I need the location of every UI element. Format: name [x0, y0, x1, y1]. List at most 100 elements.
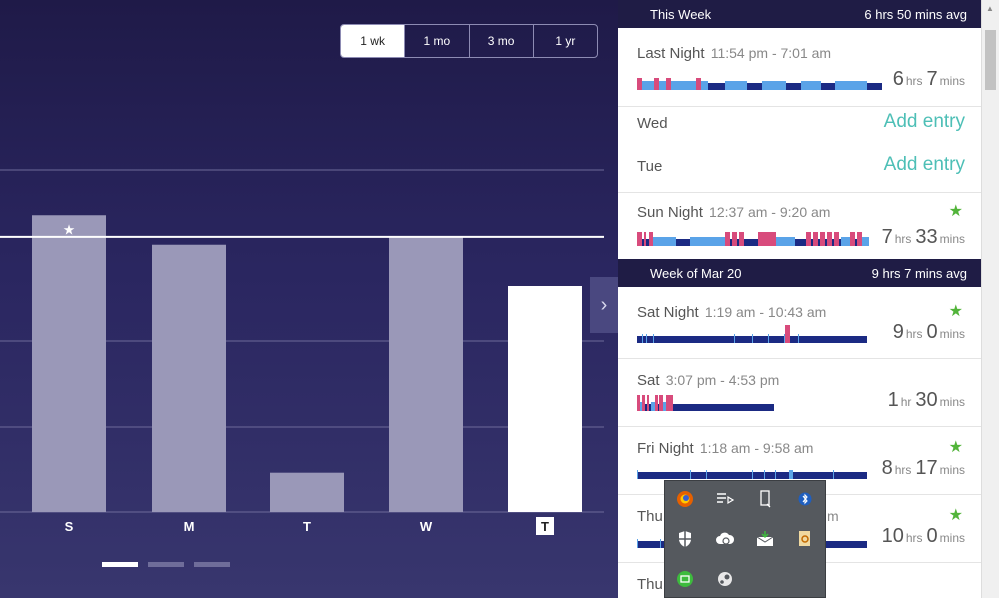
x-axis-label: S [65, 519, 74, 534]
entry-time: 1:18 am - 9:58 am [699, 440, 814, 456]
entry-day: Last Night [637, 45, 705, 62]
sleep-segment [710, 83, 726, 90]
star-icon: ★ [948, 303, 963, 320]
sleep-segment [786, 83, 802, 90]
entry-day: Sat [637, 372, 660, 389]
sleep-stage-bar [637, 78, 882, 90]
sleep-segment [671, 81, 696, 90]
week-average: 6 hrs 50 mins avg [864, 6, 967, 22]
chart-bar[interactable] [389, 236, 463, 512]
x-axis-label: T [541, 519, 549, 534]
page-dot-3[interactable] [194, 562, 230, 567]
week-average: 9 hrs 7 mins avg [871, 265, 967, 281]
chart-bar[interactable] [32, 215, 106, 512]
sleep-segment [752, 334, 754, 343]
sleep-segment [706, 470, 708, 479]
sleep-segment [643, 232, 647, 246]
range-tab-1wk[interactable]: 1 wk [341, 25, 406, 57]
sleep-segment [659, 81, 667, 90]
sleep-segment [668, 395, 673, 411]
sleep-segment [834, 232, 839, 246]
chart-bar[interactable] [270, 472, 344, 512]
steam-icon[interactable] [713, 567, 737, 591]
list-scrollbar[interactable]: ▲ [981, 0, 999, 598]
week-header-mar-20: Week of Mar 20 9 hrs 7 mins avg [618, 259, 981, 287]
scroll-thumb[interactable] [985, 30, 996, 90]
log-entry-fri-night[interactable]: Fri Night 1:18 am - 9:58 am [637, 440, 981, 457]
sleep-segment [762, 232, 772, 246]
sleep-segment [832, 470, 834, 479]
star-icon: ★ [63, 221, 76, 237]
sleep-segment [806, 232, 811, 246]
range-tab-1yr[interactable]: 1 yr [555, 34, 576, 48]
sleep-segment [637, 395, 640, 411]
entry-day: Thu [637, 508, 663, 525]
sleep-segment [690, 237, 726, 246]
sleep-stage-bar [637, 232, 869, 246]
log-entry-wed: Wed [637, 115, 981, 132]
greenshot-icon[interactable] [673, 567, 697, 591]
sleep-segment [637, 470, 639, 479]
range-tab-1mo[interactable]: 1 mo [405, 25, 470, 57]
media-playlist-icon[interactable] [713, 487, 737, 511]
sleep-segment [798, 334, 800, 343]
sleep-segment [665, 395, 669, 411]
log-entry-thu[interactable]: Thu m [637, 508, 981, 525]
cloud-sync-icon[interactable] [713, 527, 737, 551]
sleep-segment [788, 470, 794, 479]
page-dot-2[interactable] [148, 562, 184, 567]
log-entry-sat-night[interactable]: Sat Night 1:19 am - 10:43 am [637, 304, 981, 321]
sleep-segment [648, 232, 654, 246]
week-label: Week of Mar 20 [650, 265, 742, 281]
x-axis-label: M [184, 519, 195, 534]
sleep-segment [747, 83, 762, 90]
entry-time: 12:37 am - 9:20 am [709, 204, 831, 220]
sleep-segment [768, 334, 770, 343]
sleep-segment [850, 232, 856, 246]
sleep-segment [639, 402, 643, 411]
security-shield-icon[interactable] [673, 527, 697, 551]
sleep-segment [867, 83, 880, 90]
sleep-segment [752, 470, 754, 479]
sleep-segment [835, 81, 860, 90]
scroll-up-icon[interactable]: ▲ [986, 4, 994, 13]
sleep-segment [739, 232, 744, 246]
mail-download-icon[interactable] [753, 527, 777, 551]
sleep-baseline [637, 404, 774, 411]
entry-duration: 9 hrs 0 mins [892, 321, 965, 343]
entry-day: Thu [637, 576, 663, 593]
entry-time: m [827, 508, 839, 524]
usb-device-icon[interactable] [753, 487, 777, 511]
sleep-segment [732, 232, 737, 246]
sleep-segment [775, 470, 777, 479]
search-file-icon[interactable] [793, 527, 817, 551]
sleep-segment [761, 81, 787, 90]
x-axis-label: T [303, 519, 311, 534]
entry-day: Sun Night [637, 204, 703, 221]
log-entry-thu-2[interactable]: Thu [637, 576, 981, 593]
sleep-segment [820, 232, 825, 246]
sleep-segment [654, 395, 658, 411]
firefox-icon[interactable] [673, 487, 697, 511]
add-entry-wed-button[interactable]: Add entry [883, 111, 965, 132]
page-indicator [102, 562, 230, 567]
entry-duration: 7 hrs 33 mins [881, 226, 965, 248]
chart-bar[interactable] [152, 244, 226, 512]
entry-day: Tue [637, 158, 663, 175]
sleep-segment [653, 237, 677, 246]
entry-day: Wed [637, 115, 668, 132]
sleep-segment [646, 395, 650, 411]
page-dot-1[interactable] [102, 562, 138, 567]
bluetooth-icon[interactable] [793, 487, 817, 511]
sleep-stage-bar [637, 395, 774, 411]
week-label: This Week [650, 6, 712, 22]
chart-bar[interactable] [508, 286, 582, 512]
chevron-right-icon[interactable]: › [590, 277, 618, 333]
log-entry-sat[interactable]: Sat 3:07 pm - 4:53 pm [637, 372, 981, 389]
log-entry-sun-night[interactable]: Sun Night 12:37 am - 9:20 am [637, 204, 981, 221]
add-entry-tue-button[interactable]: Add entry [883, 154, 965, 175]
sleep-segment [794, 239, 807, 246]
sleep-segment [660, 539, 662, 548]
log-entry-last-night[interactable]: Last Night 11:54 pm - 7:01 am [637, 45, 981, 62]
range-tab-3mo[interactable]: 3 mo [470, 25, 534, 57]
